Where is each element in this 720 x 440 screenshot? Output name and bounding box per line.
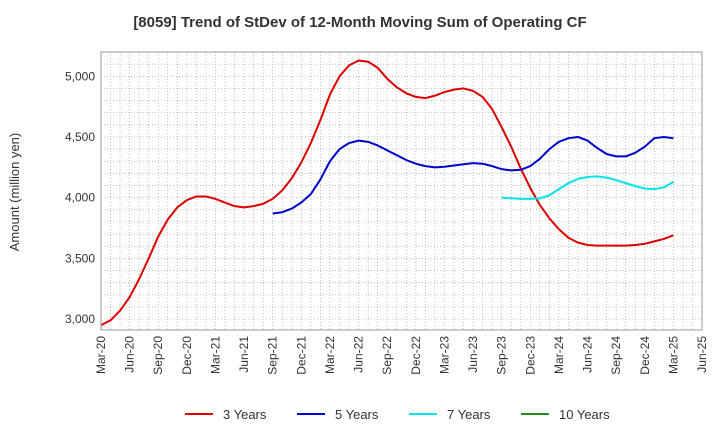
x-tick-label: Mar-21 bbox=[208, 336, 222, 374]
y-tick-label: 4,500 bbox=[65, 130, 95, 144]
x-tick-label: Jun-22 bbox=[352, 336, 366, 373]
x-tick-label: Jun-24 bbox=[581, 336, 595, 373]
x-tick-label: Jun-21 bbox=[237, 336, 251, 373]
x-tick-label: Jun-23 bbox=[466, 336, 480, 373]
plot-frame bbox=[100, 51, 703, 331]
series-line-7-years bbox=[501, 175, 674, 200]
x-tick-label: Mar-25 bbox=[666, 336, 680, 374]
y-axis-label: Amount (million yen) bbox=[7, 133, 22, 252]
x-tick-label: Sep-22 bbox=[380, 336, 394, 375]
legend-label: 3 Years bbox=[223, 407, 267, 422]
y-tick-label: 4,000 bbox=[65, 191, 95, 205]
y-tick-label: 3,000 bbox=[65, 312, 95, 326]
x-tick-label: Dec-24 bbox=[638, 336, 652, 375]
x-tick-label: Sep-23 bbox=[495, 336, 509, 375]
x-tick-label: Mar-24 bbox=[552, 336, 566, 374]
x-tick-label: Jun-25 bbox=[695, 336, 709, 373]
legend: 3 Years 5 Years 7 Years 10 Years bbox=[185, 407, 610, 422]
legend-label: 7 Years bbox=[447, 407, 491, 422]
x-axis-ticks: Mar-20 Jun-20 Sep-20 Dec-20 Mar-21 Jun-21 Sep-… bbox=[94, 336, 709, 375]
legend-label: 5 Years bbox=[335, 407, 379, 422]
series-line-5-years bbox=[272, 135, 674, 215]
x-tick-label: Sep-21 bbox=[266, 336, 280, 375]
x-tick-label: Dec-22 bbox=[409, 336, 423, 375]
x-tick-label: Mar-22 bbox=[323, 336, 337, 374]
chart-title: [8059] Trend of StDev of 12-Month Moving… bbox=[133, 14, 586, 31]
x-tick-label: Sep-20 bbox=[151, 336, 165, 375]
x-tick-label: Jun-20 bbox=[123, 336, 137, 373]
grid-layer bbox=[101, 52, 702, 330]
y-tick-label: 5,000 bbox=[65, 69, 95, 83]
legend-label: 10 Years bbox=[559, 407, 610, 422]
x-tick-label: Mar-23 bbox=[437, 336, 451, 374]
x-tick-label: Sep-24 bbox=[609, 336, 623, 375]
x-tick-label: Dec-21 bbox=[294, 336, 308, 375]
y-axis-ticks: 3,000 3,500 4,000 4,500 5,000 bbox=[65, 69, 95, 326]
x-tick-label: Mar-20 bbox=[94, 336, 108, 374]
x-tick-label: Dec-20 bbox=[180, 336, 194, 375]
x-tick-label: Dec-23 bbox=[523, 336, 537, 375]
series-layer bbox=[100, 59, 674, 327]
y-tick-label: 3,500 bbox=[65, 251, 95, 265]
series-line-3-years bbox=[100, 59, 674, 327]
